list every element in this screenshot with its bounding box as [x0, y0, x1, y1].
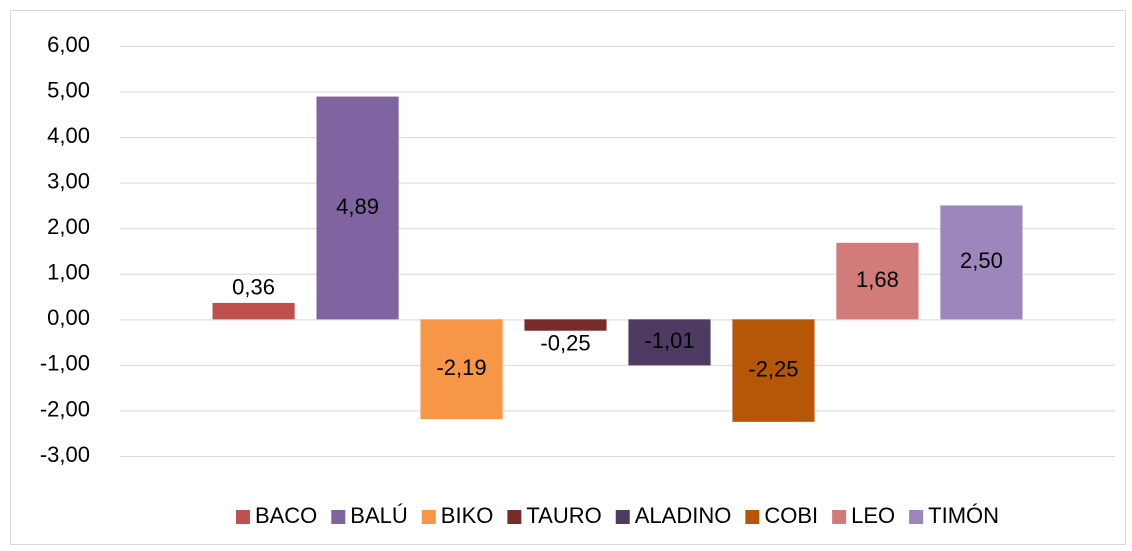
legend-label: BALÚ [350, 503, 407, 528]
data-label: -2,25 [748, 356, 798, 381]
legend-swatch [909, 510, 924, 524]
legend-label: BACO [255, 503, 317, 528]
data-label: -1,01 [644, 328, 694, 353]
legend-label: LEO [851, 503, 895, 528]
bar [732, 319, 815, 422]
y-tick-label: -2,00 [40, 396, 90, 421]
bar [836, 242, 919, 320]
legend-label: COBI [764, 503, 818, 528]
data-label: 2,50 [960, 248, 1003, 273]
legend-label: TIMÓN [928, 503, 999, 528]
chart-border [10, 10, 1126, 545]
y-tick-label: 0,00 [47, 305, 90, 330]
legend-swatch [331, 510, 346, 524]
data-label: 0,36 [232, 275, 275, 300]
data-label: -0,25 [540, 331, 590, 356]
y-tick-label: 2,00 [47, 214, 90, 239]
y-tick-label: -1,00 [40, 351, 90, 376]
legend-swatch [235, 510, 250, 524]
bar [420, 319, 503, 420]
y-tick-label: 5,00 [47, 77, 90, 102]
legend-label: ALADINO [635, 503, 732, 528]
legend-swatch [615, 510, 630, 524]
bar [628, 319, 711, 366]
legend-label: BIKO [441, 503, 494, 528]
data-label: 1,68 [856, 267, 899, 292]
legend-swatch [745, 510, 760, 524]
y-tick-label: -3,00 [40, 442, 90, 467]
y-tick-label: 1,00 [47, 260, 90, 285]
bar [212, 302, 295, 320]
y-tick-label: 4,00 [47, 123, 90, 148]
legend-swatch [421, 510, 436, 524]
bar [524, 319, 607, 331]
legend-swatch [507, 510, 522, 524]
y-tick-label: 6,00 [47, 32, 90, 57]
y-tick-label: 3,00 [47, 168, 90, 193]
data-label: -2,19 [436, 355, 486, 380]
data-label: 4,89 [336, 194, 379, 219]
legend-swatch [832, 510, 847, 524]
legend-label: TAURO [526, 503, 601, 528]
bar [316, 96, 399, 320]
bar [940, 205, 1023, 320]
